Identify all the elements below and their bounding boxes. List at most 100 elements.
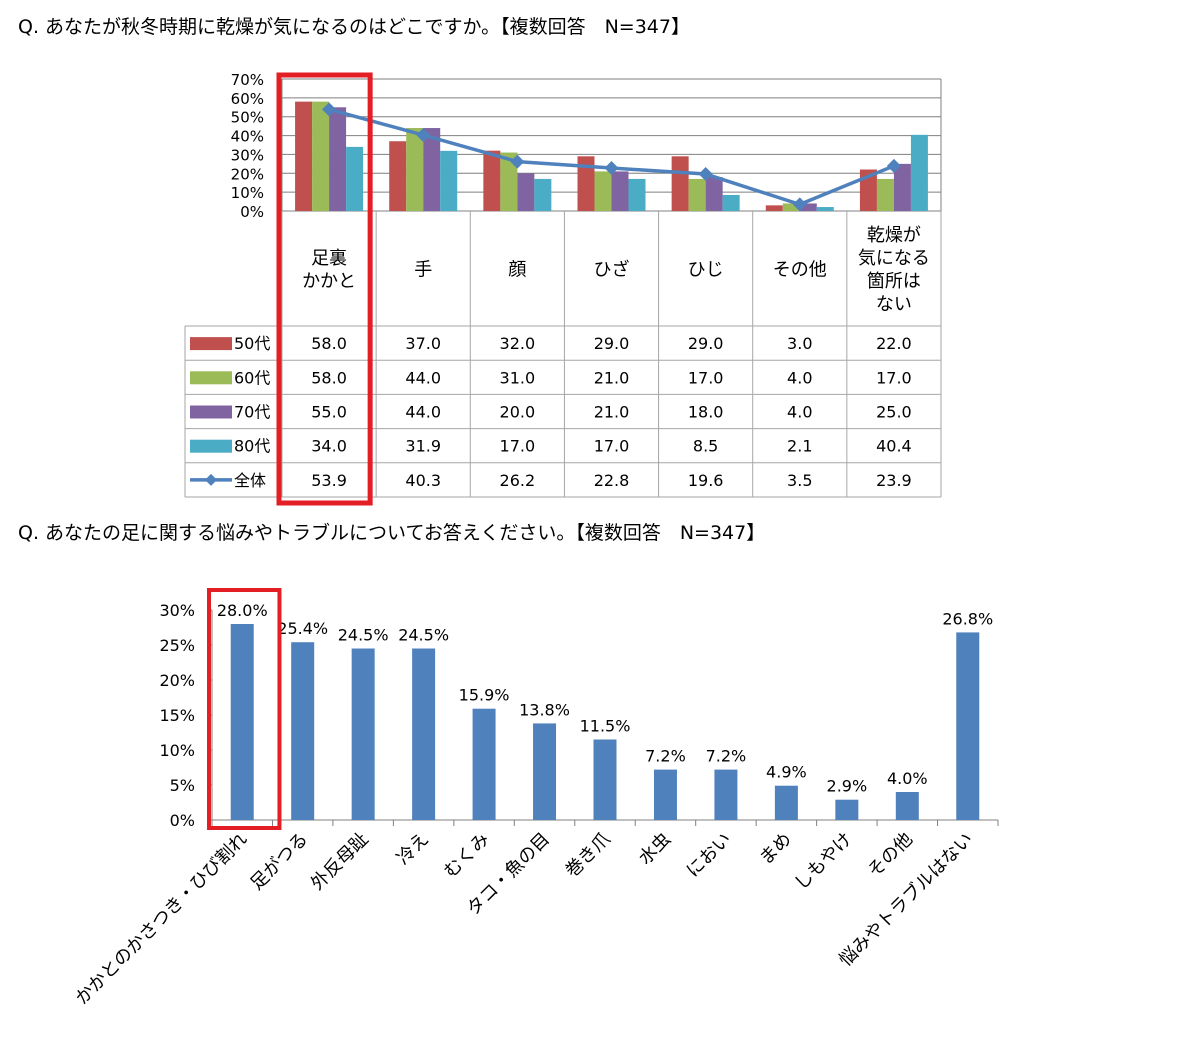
category-label: 巻き爪 — [562, 829, 615, 882]
table-cell: 58.0 — [311, 368, 347, 387]
category-label: 冷え — [393, 829, 433, 869]
category-label: 外反母趾 — [307, 829, 373, 895]
table-cell: 17.0 — [500, 437, 536, 456]
legend-key-50代 — [190, 337, 232, 351]
category-label: 乾燥が気になる箇所はない — [858, 225, 930, 315]
dryness-chart: 0%10%20%30%40%50%60%70% 足裏かかと 手 顔 ひざ ひじ その他 乾燥が… — [184, 71, 942, 506]
y-tick-label: 20% — [231, 165, 264, 183]
table-cell: 19.6 — [688, 471, 724, 490]
bar-80代 — [816, 207, 834, 211]
data-label: 13.8% — [519, 700, 570, 719]
table-cell: 26.2 — [500, 471, 536, 490]
bar-50代 — [671, 156, 689, 211]
y-tick-label: 60% — [231, 90, 264, 108]
data-label: 24.5% — [398, 626, 449, 645]
legend-label: 80代 — [234, 437, 270, 456]
legend-label: 60代 — [234, 368, 270, 387]
highlight-box — [207, 588, 282, 830]
bar-80代 — [910, 134, 928, 211]
y-tick-label: 10% — [159, 741, 195, 760]
data-label: 15.9% — [459, 686, 510, 705]
bar — [956, 632, 980, 820]
category-label: 水虫 — [635, 829, 675, 869]
y-tick-label: 20% — [159, 671, 195, 690]
table-cell: 58.0 — [311, 334, 347, 353]
legend-key-60代 — [190, 371, 232, 385]
y-tick-label: 50% — [231, 109, 264, 127]
bar — [714, 769, 738, 820]
bar-80代 — [440, 150, 458, 211]
table-cell: 29.0 — [594, 334, 630, 353]
marker-全体 — [604, 161, 619, 176]
table-cell: 31.9 — [405, 437, 441, 456]
bar-60代 — [406, 128, 424, 211]
table-cell: 53.9 — [311, 471, 347, 490]
bar — [472, 708, 496, 820]
legend-label: 50代 — [234, 334, 270, 353]
table-cell: 22.0 — [876, 334, 912, 353]
data-label: 7.2% — [706, 747, 747, 766]
table-cell: 22.8 — [594, 471, 630, 490]
data-label: 25.4% — [277, 619, 328, 638]
marker-全体 — [792, 197, 807, 212]
category-label: 足裏かかと — [302, 248, 356, 292]
table-cell: 25.0 — [876, 403, 912, 422]
category-label: ひじ — [688, 260, 724, 281]
table-cell: 17.0 — [876, 368, 912, 387]
bar-60代 — [594, 171, 612, 211]
table-cell: 3.0 — [787, 334, 812, 353]
table-cell: 21.0 — [594, 368, 630, 387]
table-cell: 17.0 — [688, 368, 724, 387]
bar-80代 — [722, 194, 740, 211]
bar — [895, 792, 919, 820]
data-label: 2.9% — [827, 777, 868, 796]
bar-70代 — [893, 163, 911, 211]
table-cell: 4.0 — [787, 403, 812, 422]
category-label: 手 — [414, 260, 432, 281]
table-cell: 40.4 — [876, 437, 912, 456]
marker-全体 — [510, 154, 525, 169]
category-label: 顔 — [508, 260, 526, 281]
legend-label: 70代 — [234, 403, 270, 422]
marker-全体 — [886, 158, 901, 173]
marker-全体 — [416, 128, 431, 143]
data-label: 26.8% — [942, 609, 993, 628]
legend-label: 全体 — [234, 471, 266, 490]
data-label: 7.2% — [645, 747, 686, 766]
y-tick-label: 0% — [240, 203, 264, 221]
bar-80代 — [346, 146, 364, 211]
bar-70代 — [517, 173, 535, 211]
data-label: 11.5% — [580, 717, 631, 736]
marker-全体 — [322, 102, 337, 117]
legend-key-80代 — [190, 439, 232, 453]
data-label: 4.9% — [766, 763, 807, 782]
bar — [593, 739, 617, 820]
bar-60代 — [782, 203, 800, 211]
bar-70代 — [423, 128, 441, 211]
bar-60代 — [312, 101, 330, 211]
table-cell: 29.0 — [688, 334, 724, 353]
table-cell: 55.0 — [311, 403, 347, 422]
category-label: まめ — [756, 829, 796, 869]
bar-50代 — [389, 141, 407, 211]
y-tick-label: 10% — [231, 184, 264, 202]
bar-50代 — [765, 205, 783, 211]
table-cell: 2.1 — [787, 437, 812, 456]
y-tick-label: 30% — [231, 146, 264, 164]
table-cell: 44.0 — [405, 368, 441, 387]
table-cell: 23.9 — [876, 471, 912, 490]
bar-80代 — [534, 178, 552, 211]
y-tick-label: 30% — [159, 601, 195, 620]
bar — [351, 648, 375, 820]
bar-60代 — [876, 178, 894, 211]
category-label: におい — [682, 829, 735, 882]
bar-50代 — [483, 150, 501, 211]
bar — [412, 648, 436, 820]
table-cell: 40.3 — [405, 471, 441, 490]
bar — [533, 723, 557, 820]
legend-key-70代 — [190, 405, 232, 419]
y-tick-label: 70% — [231, 71, 264, 89]
category-label: しもやけ — [791, 829, 857, 895]
category-label: 足がつる — [246, 829, 312, 895]
table-cell: 20.0 — [500, 403, 536, 422]
